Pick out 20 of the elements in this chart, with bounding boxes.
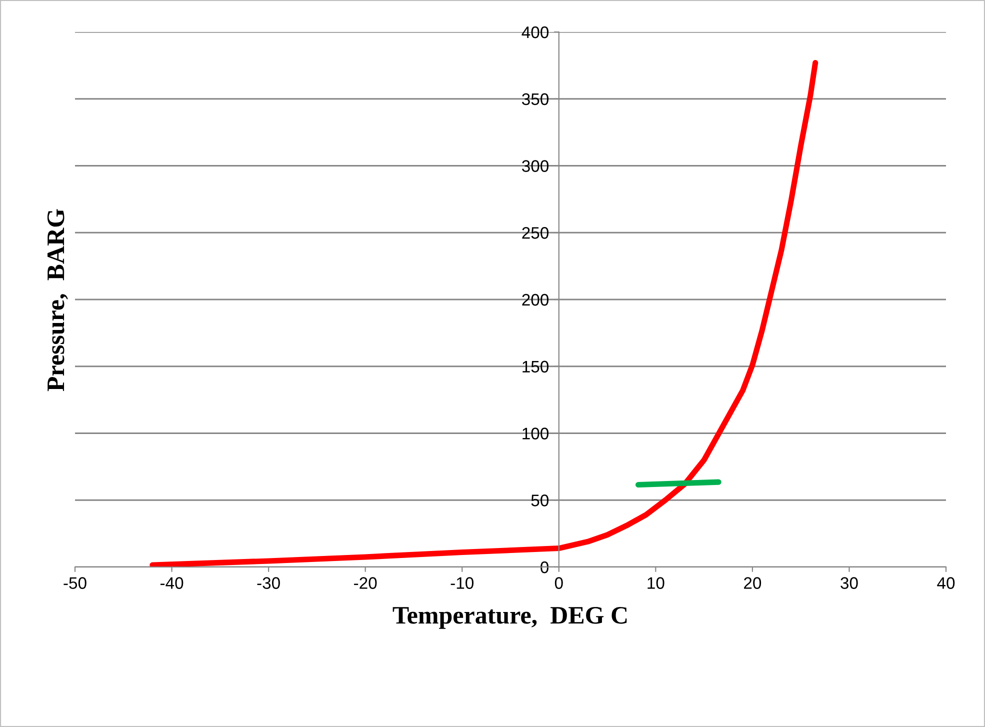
y-tick-label: 200	[522, 294, 549, 306]
y-tick-label: 50	[531, 494, 549, 506]
x-axis-title: Temperature, DEG C	[392, 606, 627, 629]
x-tick-label: 20	[744, 577, 762, 589]
y-tick-label: 100	[522, 428, 549, 440]
x-tick-label: -30	[257, 577, 280, 589]
x-tick-label: 0	[554, 577, 563, 589]
y-axis-title: Pressure, BARG	[47, 209, 68, 392]
x-tick-label: 40	[937, 577, 955, 589]
x-tick-label: -10	[450, 577, 474, 589]
x-tick-label: 30	[840, 577, 858, 589]
x-tick-label: -50	[64, 577, 86, 589]
x-tick-label: 10	[648, 577, 664, 589]
y-tick-label: 150	[522, 360, 549, 373]
y-tick-label: 400	[522, 26, 549, 38]
y-tick-label: 250	[522, 227, 549, 239]
x-tick-label: -40	[160, 577, 184, 589]
x-tick-label: -20	[354, 577, 377, 589]
y-tick-label: 300	[522, 160, 549, 172]
y-tick-label: 350	[522, 93, 549, 106]
